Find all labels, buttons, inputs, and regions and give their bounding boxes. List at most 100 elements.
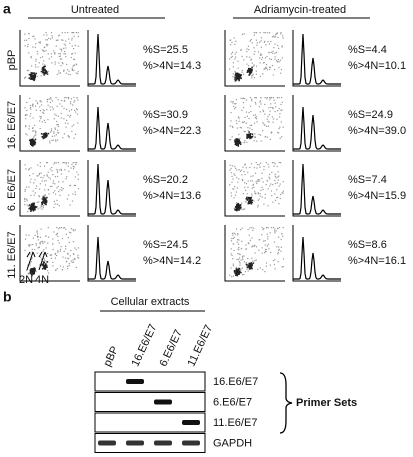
dot [29,175,31,177]
dot [235,273,238,276]
dot [60,117,63,119]
dot [272,52,274,54]
dot [38,195,40,197]
dot [239,74,242,76]
dot [40,172,42,174]
dot [238,133,240,136]
dot [234,194,237,196]
dot [274,36,276,38]
dot [58,181,60,183]
dot [32,104,34,107]
dot [265,66,267,69]
dot [54,61,56,63]
dot [50,53,53,55]
dot [244,97,246,100]
dot [72,65,74,67]
dot [245,183,248,185]
dot [37,66,39,68]
dot [42,66,44,69]
dot [259,54,262,56]
scatter-axes [224,30,285,87]
dot [61,269,64,271]
dot [250,175,252,177]
dot [49,178,51,180]
dot [46,71,48,74]
dot [71,130,73,133]
dot [64,99,66,102]
dot [52,108,54,110]
dot [63,70,65,72]
dot [51,106,53,108]
dot [52,139,54,141]
dot [272,121,274,123]
hist-axes [292,160,341,217]
dot [63,47,65,50]
dot [43,46,45,49]
dot [268,43,271,45]
dot [47,252,49,255]
dot [50,97,52,99]
dot [30,268,32,271]
dot [236,142,238,144]
dot [277,36,279,39]
dot [49,185,52,188]
dot [277,246,280,248]
dot [238,261,240,263]
dot [49,101,52,104]
dot [278,132,280,134]
dot [268,66,271,68]
scatter-dots [229,227,285,278]
dot [278,248,280,251]
dot [231,275,233,278]
dot [56,171,59,173]
band [126,379,144,384]
dot [53,206,55,209]
dot [53,231,55,233]
dot [46,162,49,164]
dot [39,120,41,122]
dot [50,38,52,40]
dot [26,204,28,206]
dot [35,109,37,111]
dot [247,129,249,132]
dot [41,49,44,51]
dot [24,33,26,35]
dot [42,177,44,179]
dot [251,133,254,135]
dot [260,189,262,191]
stat: %S=25.5 [143,44,188,56]
dot [72,193,74,195]
dot [53,118,55,120]
dot [35,242,37,245]
dot [69,73,71,76]
dot [261,177,263,179]
dot [233,108,236,110]
dot [280,68,283,71]
scatter-axes [19,160,80,217]
dot [57,124,59,126]
dot [236,209,238,212]
histogram [293,106,341,150]
hist-axes [292,30,341,87]
dot [268,176,270,178]
dot [255,162,257,164]
dot [253,114,255,116]
dot [257,180,259,182]
dot [53,131,55,133]
dot [266,180,268,182]
dot [235,142,237,144]
dot [71,69,74,72]
dot [69,114,72,117]
band [154,440,172,446]
dot [28,33,30,35]
dot [267,120,269,123]
dot [58,55,60,58]
dot [237,204,239,206]
dot [237,239,239,241]
dot [29,115,31,117]
dot [77,99,79,101]
dot [237,139,240,141]
dot [38,173,40,176]
dot [272,227,275,229]
stat: %>4N=14.3 [143,60,201,72]
